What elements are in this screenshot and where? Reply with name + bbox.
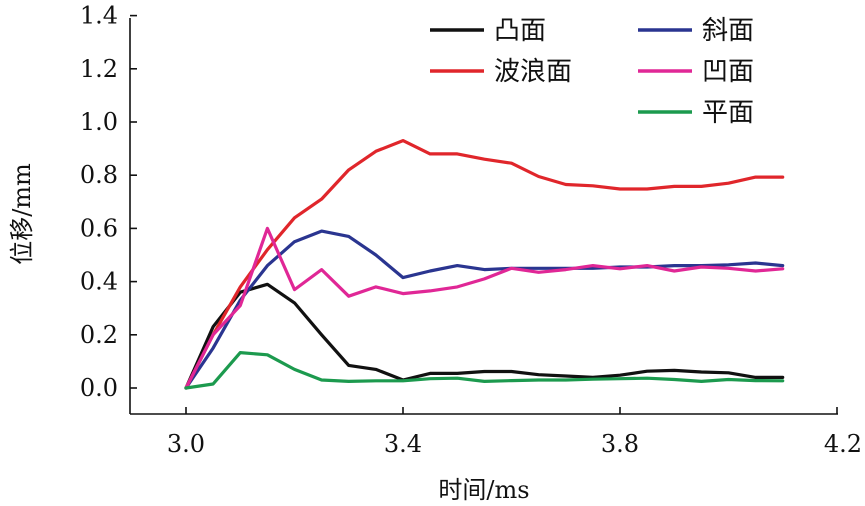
legend-label: 平面 [702,98,754,128]
x-tick-label: 3.0 [167,430,205,458]
y-tick-label: 1.2 [80,55,118,83]
x-axis-title: 时间/ms [438,476,529,504]
y-tick-label: 0.8 [80,161,118,189]
y-tick-label: 1.0 [80,108,118,136]
y-tick-label: 0.0 [80,374,118,402]
plot-lines [184,139,785,390]
legend-label: 波浪面 [494,57,572,87]
y-tick-label: 0.6 [80,214,118,242]
legend-label: 凹面 [702,57,754,87]
series-line-4 [184,351,785,390]
x-tick-label: 3.4 [384,430,422,458]
y-tick-label: 1.4 [80,2,118,30]
y-ticks: 0.0 0.2 0.4 0.6 0.8 1.0 1.2 1.4 [80,2,137,402]
series-line-2 [184,139,785,390]
series-line-3 [184,226,785,390]
x-tick-label: 3.8 [601,430,639,458]
legend-label: 凸面 [494,16,546,46]
series-line-1 [184,229,785,390]
x-tick-label: 4.2 [824,430,862,458]
axes [129,18,838,415]
y-tick-label: 0.2 [80,321,118,349]
legend-label: 斜面 [702,16,754,46]
y-tick-label: 0.4 [80,268,118,296]
y-axis-title: 位移/mm [8,163,36,265]
x-ticks: 3.0 3.4 3.8 4.2 [167,407,862,458]
series-line-0 [184,282,785,390]
